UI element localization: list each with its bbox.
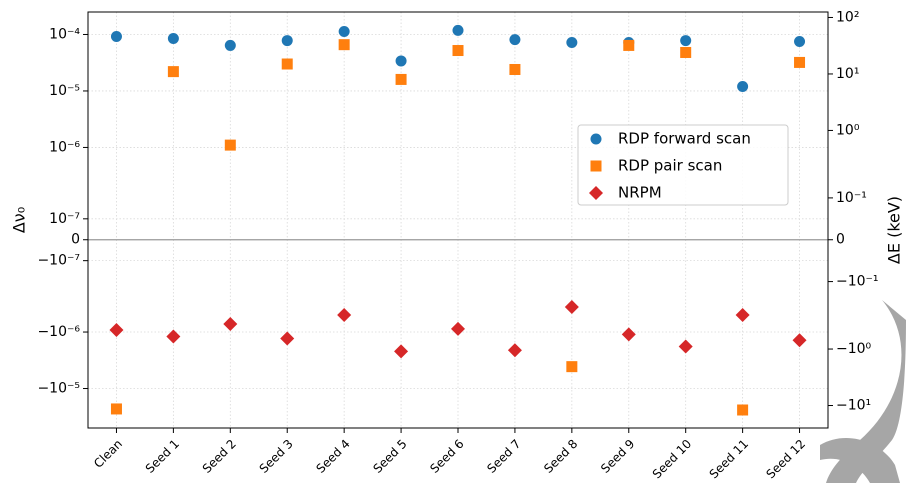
x-tick-label: Seed 5 (370, 437, 409, 476)
x-tick-label: Seed 10 (650, 437, 695, 482)
point (452, 24, 464, 36)
y2-tick-label: 10² (836, 9, 859, 25)
point (395, 55, 407, 67)
point (281, 35, 293, 47)
point (735, 308, 750, 323)
y-tick-label: 0 (71, 232, 80, 248)
y-tick-label: 10⁻⁷ (49, 211, 80, 227)
x-tick-label: Seed 12 (764, 437, 809, 482)
y-tick-label: −10⁻⁵ (37, 381, 80, 397)
x-tick-label: Seed 2 (200, 437, 239, 476)
point (509, 63, 521, 75)
y2-tick-label: −10⁻¹ (836, 274, 879, 290)
x-tick-label: Seed 8 (541, 437, 580, 476)
point (224, 139, 236, 151)
x-tick-label: Seed 6 (427, 437, 466, 476)
point (566, 37, 578, 49)
legend-label: RDP pair scan (618, 157, 722, 175)
point (737, 404, 749, 416)
point (792, 333, 807, 348)
point (224, 39, 236, 51)
x-tick-label: Seed 11 (707, 437, 752, 482)
point (794, 56, 806, 68)
point (623, 39, 635, 51)
point (678, 339, 693, 354)
decoration (826, 300, 906, 483)
point (338, 25, 350, 37)
point (680, 35, 692, 47)
point (509, 34, 521, 46)
plot-area (88, 12, 828, 428)
y2-tick-label: −10⁰ (836, 341, 872, 357)
point (507, 343, 522, 358)
legend-label: NRPM (618, 184, 662, 202)
point (451, 321, 465, 336)
y-tick-label: −10⁻⁶ (37, 324, 80, 340)
legend: RDP forward scan RDP pair scan NRPM (577, 124, 789, 206)
point (566, 361, 578, 373)
legend-marker (590, 133, 602, 145)
point (110, 31, 122, 43)
point (394, 344, 409, 359)
point (223, 316, 238, 331)
legend-marker (590, 160, 602, 172)
decoration (820, 437, 900, 483)
point (452, 45, 464, 57)
point (338, 39, 350, 51)
y-tick-label: −10⁻⁷ (37, 253, 80, 269)
x-tick-label: Seed 4 (314, 437, 353, 476)
x-tick-label: Seed 7 (484, 437, 523, 476)
x-tick-label: Clean (91, 437, 125, 471)
legend-marker (589, 186, 603, 200)
x-tick-label: Seed 3 (257, 437, 296, 476)
legend-label: RDP forward scan (618, 130, 751, 148)
point (337, 308, 352, 323)
point (737, 80, 749, 92)
point (564, 299, 579, 314)
y2-axis-label: ΔE (keV) (885, 196, 904, 264)
y2-tick-label: 0 (836, 232, 845, 248)
point (280, 331, 295, 346)
point (395, 73, 407, 85)
y2-tick-label: 10⁰ (836, 122, 860, 138)
point (794, 36, 806, 48)
legend-frame (577, 124, 789, 206)
y-tick-label: 10⁻⁵ (49, 83, 80, 99)
x-tick-label: Seed 1 (143, 437, 182, 476)
point (281, 58, 293, 70)
point (109, 322, 124, 337)
point (167, 32, 179, 44)
point (110, 403, 122, 415)
y2-tick-label: −10¹ (836, 398, 871, 414)
point (167, 66, 179, 78)
y-axis-label: Δν₀ (10, 207, 29, 233)
y-tick-label: 10⁻⁶ (49, 139, 80, 155)
y-tick-label: 10⁻⁴ (49, 26, 80, 42)
point (621, 327, 636, 342)
point (680, 46, 692, 58)
y2-tick-label: 10⁻¹ (836, 190, 867, 206)
point (166, 329, 181, 344)
x-tick-label: Seed 9 (598, 437, 637, 476)
y2-tick-label: 10¹ (836, 66, 859, 82)
